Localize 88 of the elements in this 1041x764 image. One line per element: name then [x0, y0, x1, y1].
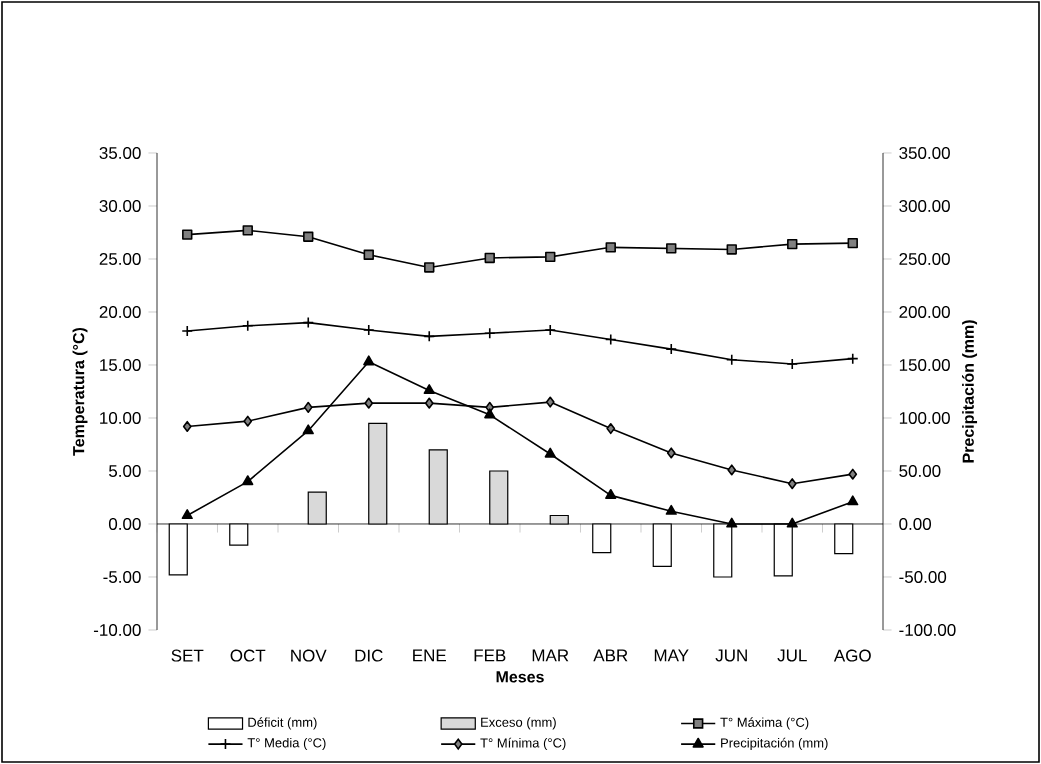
- x-axis-title: Meses: [496, 671, 544, 683]
- x-tick-label: SET: [171, 649, 204, 662]
- y2-tick-label: 250.00: [899, 252, 950, 265]
- y2-axis-title: Precipitación (mm): [961, 320, 978, 463]
- point: [362, 324, 375, 336]
- y2-tick-label: 50.00: [899, 464, 941, 477]
- x-tick-label: DIC: [355, 649, 383, 662]
- x-tick-label: MAY: [654, 649, 689, 662]
- point: [544, 447, 556, 458]
- x-tick-label: ENE: [413, 649, 446, 662]
- x-tick-label: AGO: [833, 649, 871, 662]
- point: [786, 358, 799, 370]
- point: [423, 330, 436, 343]
- point: [182, 229, 193, 240]
- y2-tick-label: -100.00: [899, 623, 956, 636]
- legend-label: T° Mínima (°C): [480, 737, 566, 751]
- point: [606, 422, 616, 435]
- point: [484, 252, 495, 264]
- point: [182, 420, 192, 433]
- point: [242, 475, 254, 486]
- point: [483, 327, 496, 339]
- point: [242, 225, 253, 236]
- point: [665, 504, 677, 515]
- y2-tick-label: -50.00: [899, 570, 947, 583]
- point: [363, 249, 374, 260]
- point: [846, 352, 859, 365]
- y-tick-label: -5.00: [103, 570, 141, 583]
- point: [605, 242, 616, 253]
- point: [726, 244, 737, 255]
- point: [847, 495, 859, 506]
- point: [847, 237, 858, 249]
- x-tick-label: JUN: [715, 649, 747, 662]
- point: [787, 478, 797, 490]
- x-tick-label: OCT: [230, 649, 266, 662]
- x-tick-label: MAR: [532, 649, 569, 662]
- y-tick-label: 15.00: [100, 358, 141, 371]
- y2-tick-label: 350.00: [899, 146, 950, 159]
- x-tick-label: FEB: [474, 649, 506, 662]
- y-tick-label: 0.00: [108, 517, 141, 530]
- legend-label: Déficit (mm): [248, 717, 317, 730]
- point: [787, 238, 798, 250]
- y2-tick-label: 150.00: [899, 358, 950, 371]
- point: [181, 325, 194, 337]
- point: [364, 397, 374, 409]
- x-tick-label: NOV: [291, 649, 327, 662]
- point: [243, 415, 253, 427]
- y2-tick-label: 200.00: [899, 305, 950, 318]
- point: [545, 396, 555, 408]
- point: [666, 447, 676, 459]
- y2-tick-label: 300.00: [899, 199, 950, 212]
- y-tick-label: 35.00: [99, 146, 141, 159]
- point: [545, 251, 556, 263]
- x-tick-label: ABR: [593, 649, 628, 662]
- point: [726, 517, 738, 528]
- point: [605, 488, 617, 499]
- y-tick-label: 20.00: [99, 305, 141, 318]
- y-tick-label: 5.00: [109, 464, 141, 477]
- y2-tick-label: 0.00: [899, 517, 932, 530]
- point: [727, 464, 737, 476]
- point: [848, 468, 858, 480]
- x-tick-label: JUL: [777, 649, 807, 662]
- point: [786, 517, 798, 528]
- y-tick-label: -10.00: [93, 623, 141, 636]
- point: [604, 333, 617, 346]
- point: [302, 424, 314, 435]
- legend-label: T° Máxima (°C): [720, 717, 809, 730]
- point: [665, 343, 678, 355]
- point: [181, 509, 193, 520]
- point: [303, 231, 314, 242]
- point: [241, 319, 254, 332]
- y2-tick-label: 100.00: [899, 411, 950, 424]
- point: [424, 397, 434, 409]
- y-tick-label: 30.00: [99, 199, 141, 212]
- y-tick-label: 25.00: [99, 252, 141, 265]
- point: [544, 324, 557, 336]
- legend-label: Exceso (mm): [481, 717, 556, 730]
- point: [302, 316, 315, 329]
- legend-label: Precipitación (mm): [721, 737, 828, 751]
- point: [666, 243, 677, 254]
- point: [363, 355, 375, 366]
- point: [424, 262, 435, 273]
- y-tick-label: 10.00: [100, 411, 141, 424]
- legend-label: T° Media (°C): [247, 737, 326, 750]
- y-axis-title: Temperatura (°C): [72, 327, 88, 456]
- point: [303, 401, 313, 413]
- point: [725, 353, 738, 366]
- point: [484, 408, 496, 419]
- point: [423, 384, 435, 395]
